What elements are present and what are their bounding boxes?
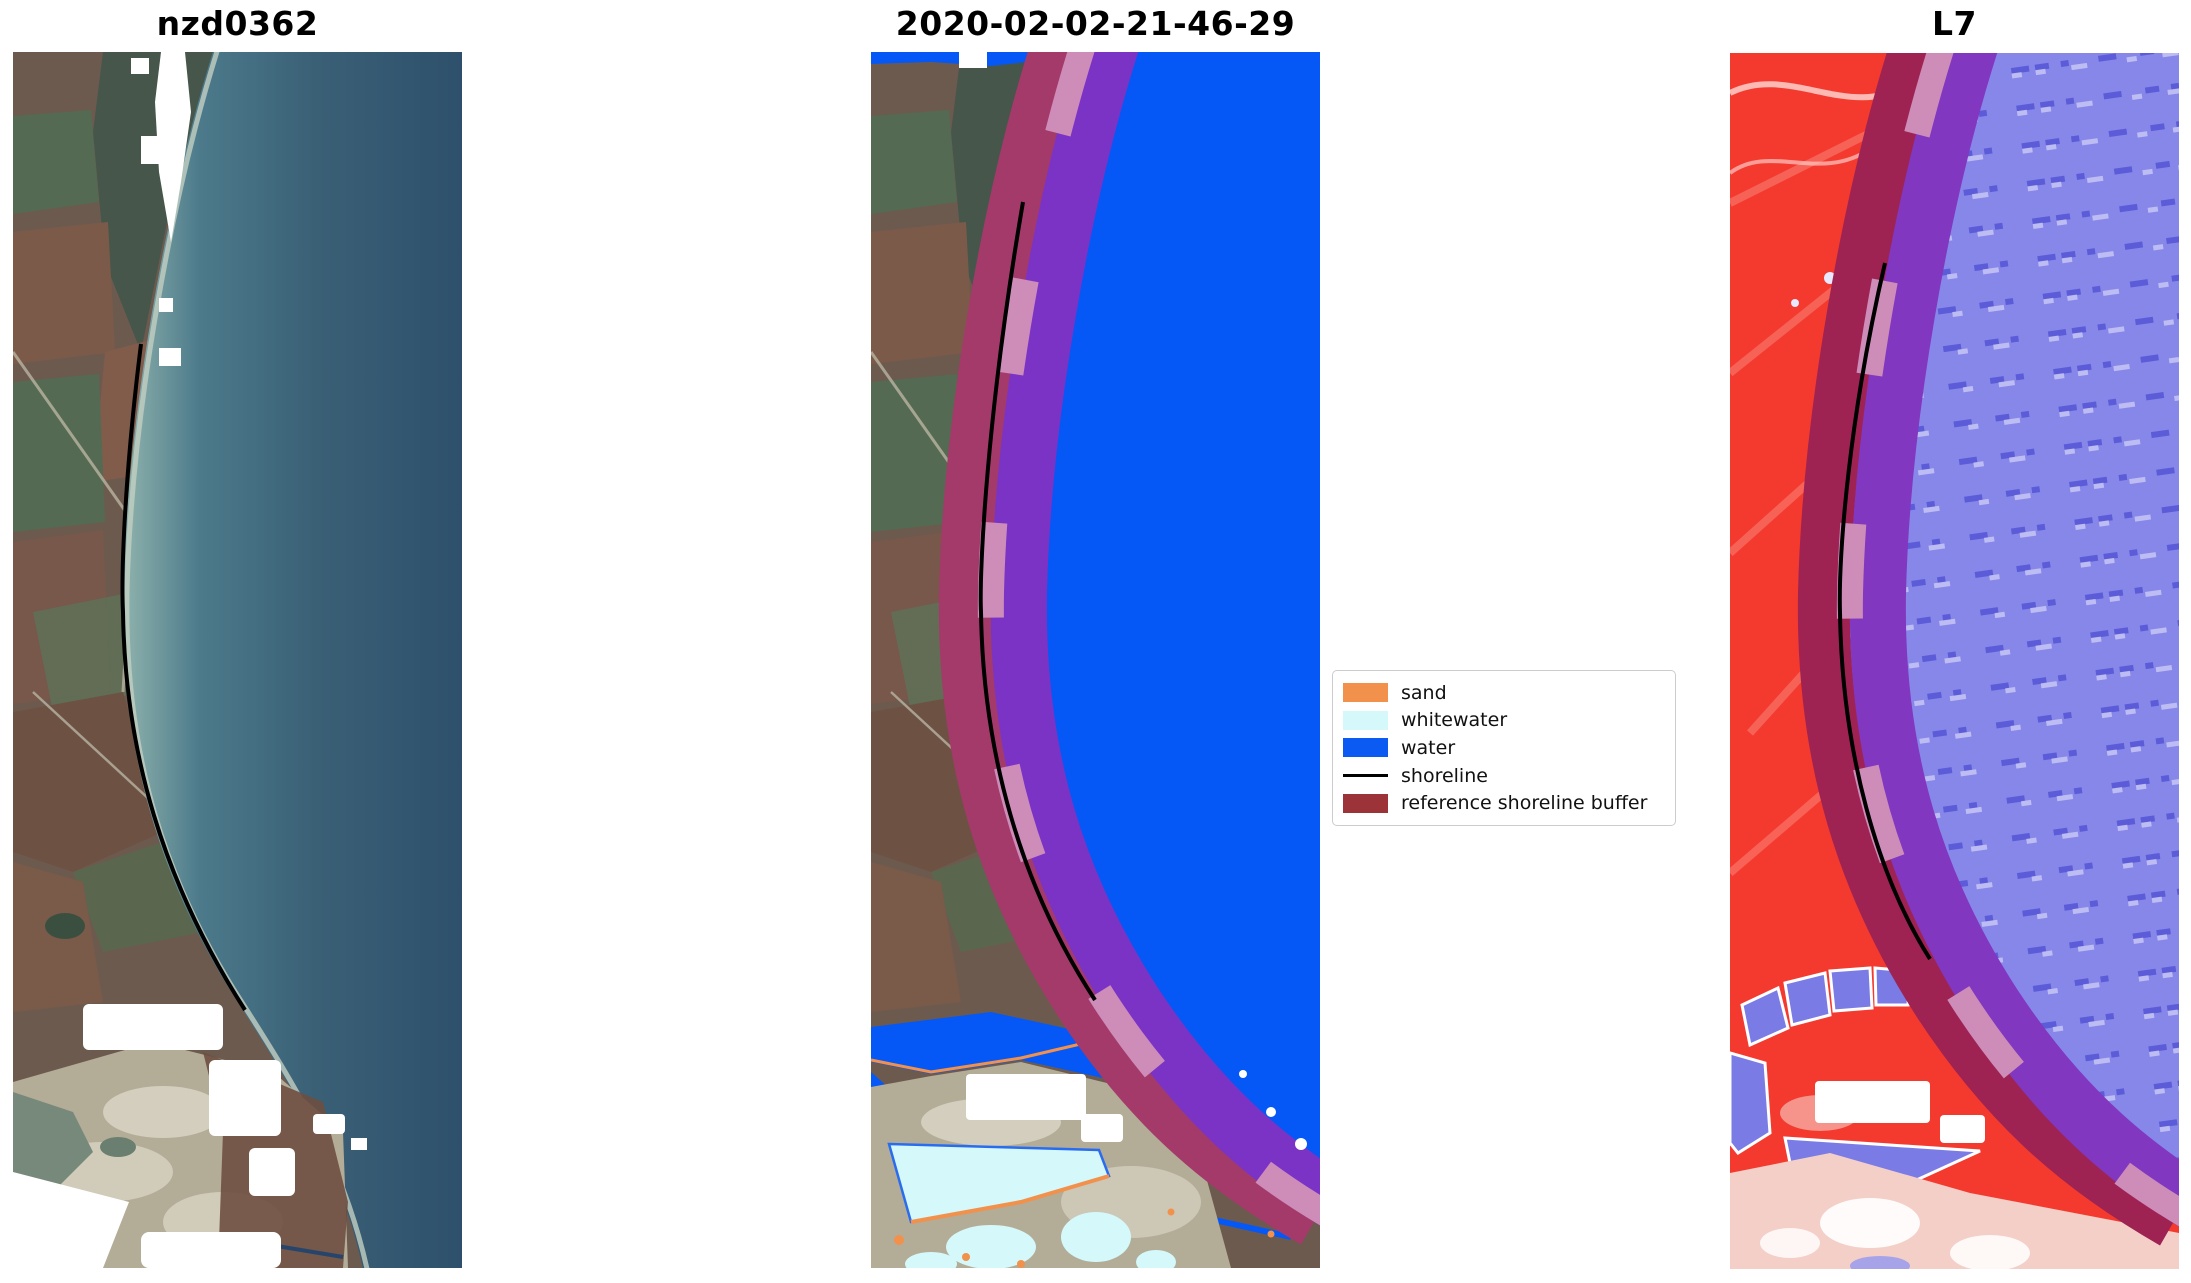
lagoon-water: [871, 1012, 1121, 1082]
legend-label: whitewater: [1401, 709, 1508, 732]
l7-false-color-image: [1730, 53, 2179, 1269]
buffer-pink-patches: [1836, 53, 2179, 1227]
pond-water: [1063, 497, 1089, 517]
rgb-satellite-image: [13, 52, 462, 1268]
panel-middle-image: [871, 52, 1320, 1268]
sand-class-patches: [871, 1036, 1275, 1268]
cloud-mask-patches: [959, 52, 1307, 1150]
sand-swatch: [1343, 683, 1388, 703]
pond: [45, 913, 85, 939]
shoreline-line: [978, 201, 1097, 1002]
panel-middle-title: 2020-02-02-21-46-29: [895, 4, 1296, 43]
panel-left-image: [13, 52, 462, 1268]
legend-item-whitewater: whitewater: [1343, 707, 1665, 735]
shoreline-line: [120, 343, 247, 1012]
reference-shoreline-buffer-band: [938, 52, 1320, 1245]
buffer-swatch: [1343, 793, 1388, 813]
whitewater-patches: [887, 1142, 1176, 1268]
shoreline-line-swatch: [1343, 774, 1388, 778]
buffer-pink-patches: [977, 52, 1320, 1226]
legend-label: sand: [1401, 681, 1447, 704]
legend-item-reference-shoreline-buffer: reference shoreline buffer: [1343, 789, 1665, 817]
panel-left-title: nzd0362: [156, 4, 319, 43]
legend-item-water: water: [1343, 734, 1665, 762]
lagoon-water: [13, 1092, 93, 1192]
shoreline-line: [1837, 262, 1932, 961]
legend-label: shoreline: [1401, 764, 1488, 787]
legend: sand whitewater water shoreline referenc…: [1332, 670, 1676, 826]
legend-item-sand: sand: [1343, 679, 1665, 707]
legend-label: reference shoreline buffer: [1401, 792, 1648, 815]
panel-right-title: L7: [1932, 4, 1977, 43]
water-swatch: [1343, 738, 1388, 758]
whitewater-swatch: [1343, 710, 1388, 730]
classified-image: [871, 52, 1320, 1268]
panel-right-image: [1730, 53, 2179, 1269]
reference-shoreline-buffer-band: [1797, 53, 2179, 1246]
cloud-mask-patches: [13, 52, 367, 1268]
legend-item-shoreline: shoreline: [1343, 762, 1665, 790]
legend-label: water: [1401, 736, 1456, 759]
